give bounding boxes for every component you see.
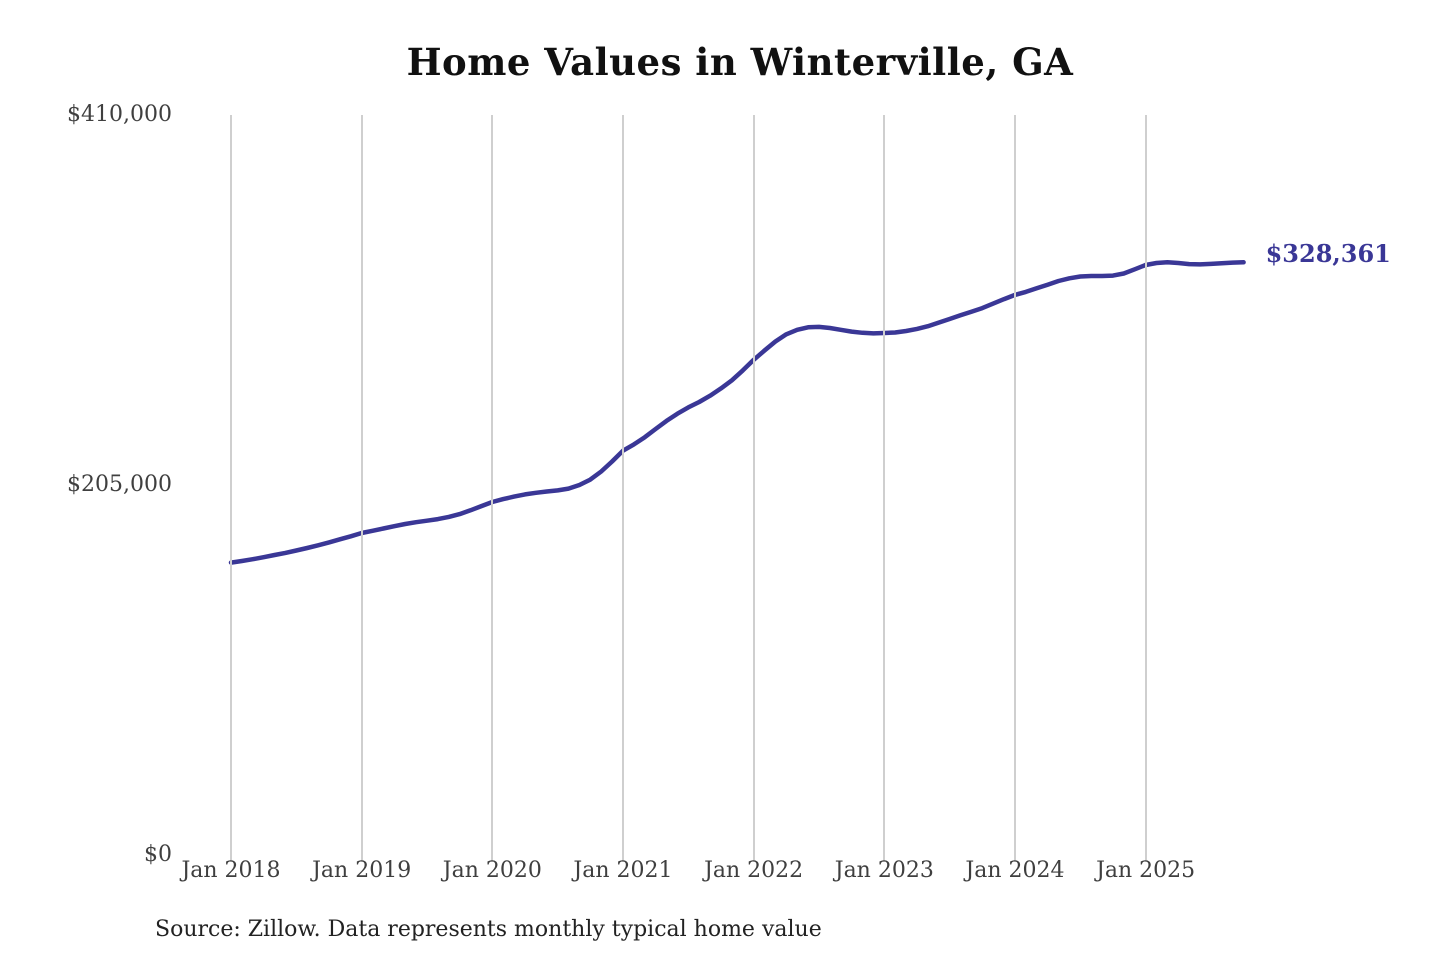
y-axis-tick-label: $410,000 xyxy=(67,102,172,127)
y-axis-tick-label: $205,000 xyxy=(67,472,172,497)
x-axis-tick-label: Jan 2023 xyxy=(834,858,934,883)
vertical-gridline xyxy=(230,115,232,862)
vertical-gridline xyxy=(752,115,755,862)
x-axis-tick-label: Jan 2025 xyxy=(1096,858,1196,883)
vertical-gridline xyxy=(360,115,363,862)
vertical-gridline xyxy=(491,115,494,862)
x-axis-tick-label: Jan 2018 xyxy=(181,858,281,883)
chart-title: Home Values in Winterville, GA xyxy=(406,40,1074,84)
vertical-gridline xyxy=(883,115,886,862)
y-axis-tick-label: $0 xyxy=(144,842,172,867)
home-value-line xyxy=(228,260,1246,565)
vertical-gridline xyxy=(1013,115,1016,862)
x-axis-tick-label: Jan 2021 xyxy=(573,858,673,883)
vertical-gridline xyxy=(621,115,624,862)
x-axis-tick-label: Jan 2022 xyxy=(704,858,804,883)
x-axis-tick-label: Jan 2020 xyxy=(442,858,542,883)
source-note: Source: Zillow. Data represents monthly … xyxy=(155,917,822,942)
x-axis-tick-label: Jan 2019 xyxy=(312,858,412,883)
latest-value-label: $328,361 xyxy=(1265,239,1391,269)
x-axis-tick-label: Jan 2024 xyxy=(965,858,1065,883)
vertical-gridline xyxy=(1144,115,1147,862)
